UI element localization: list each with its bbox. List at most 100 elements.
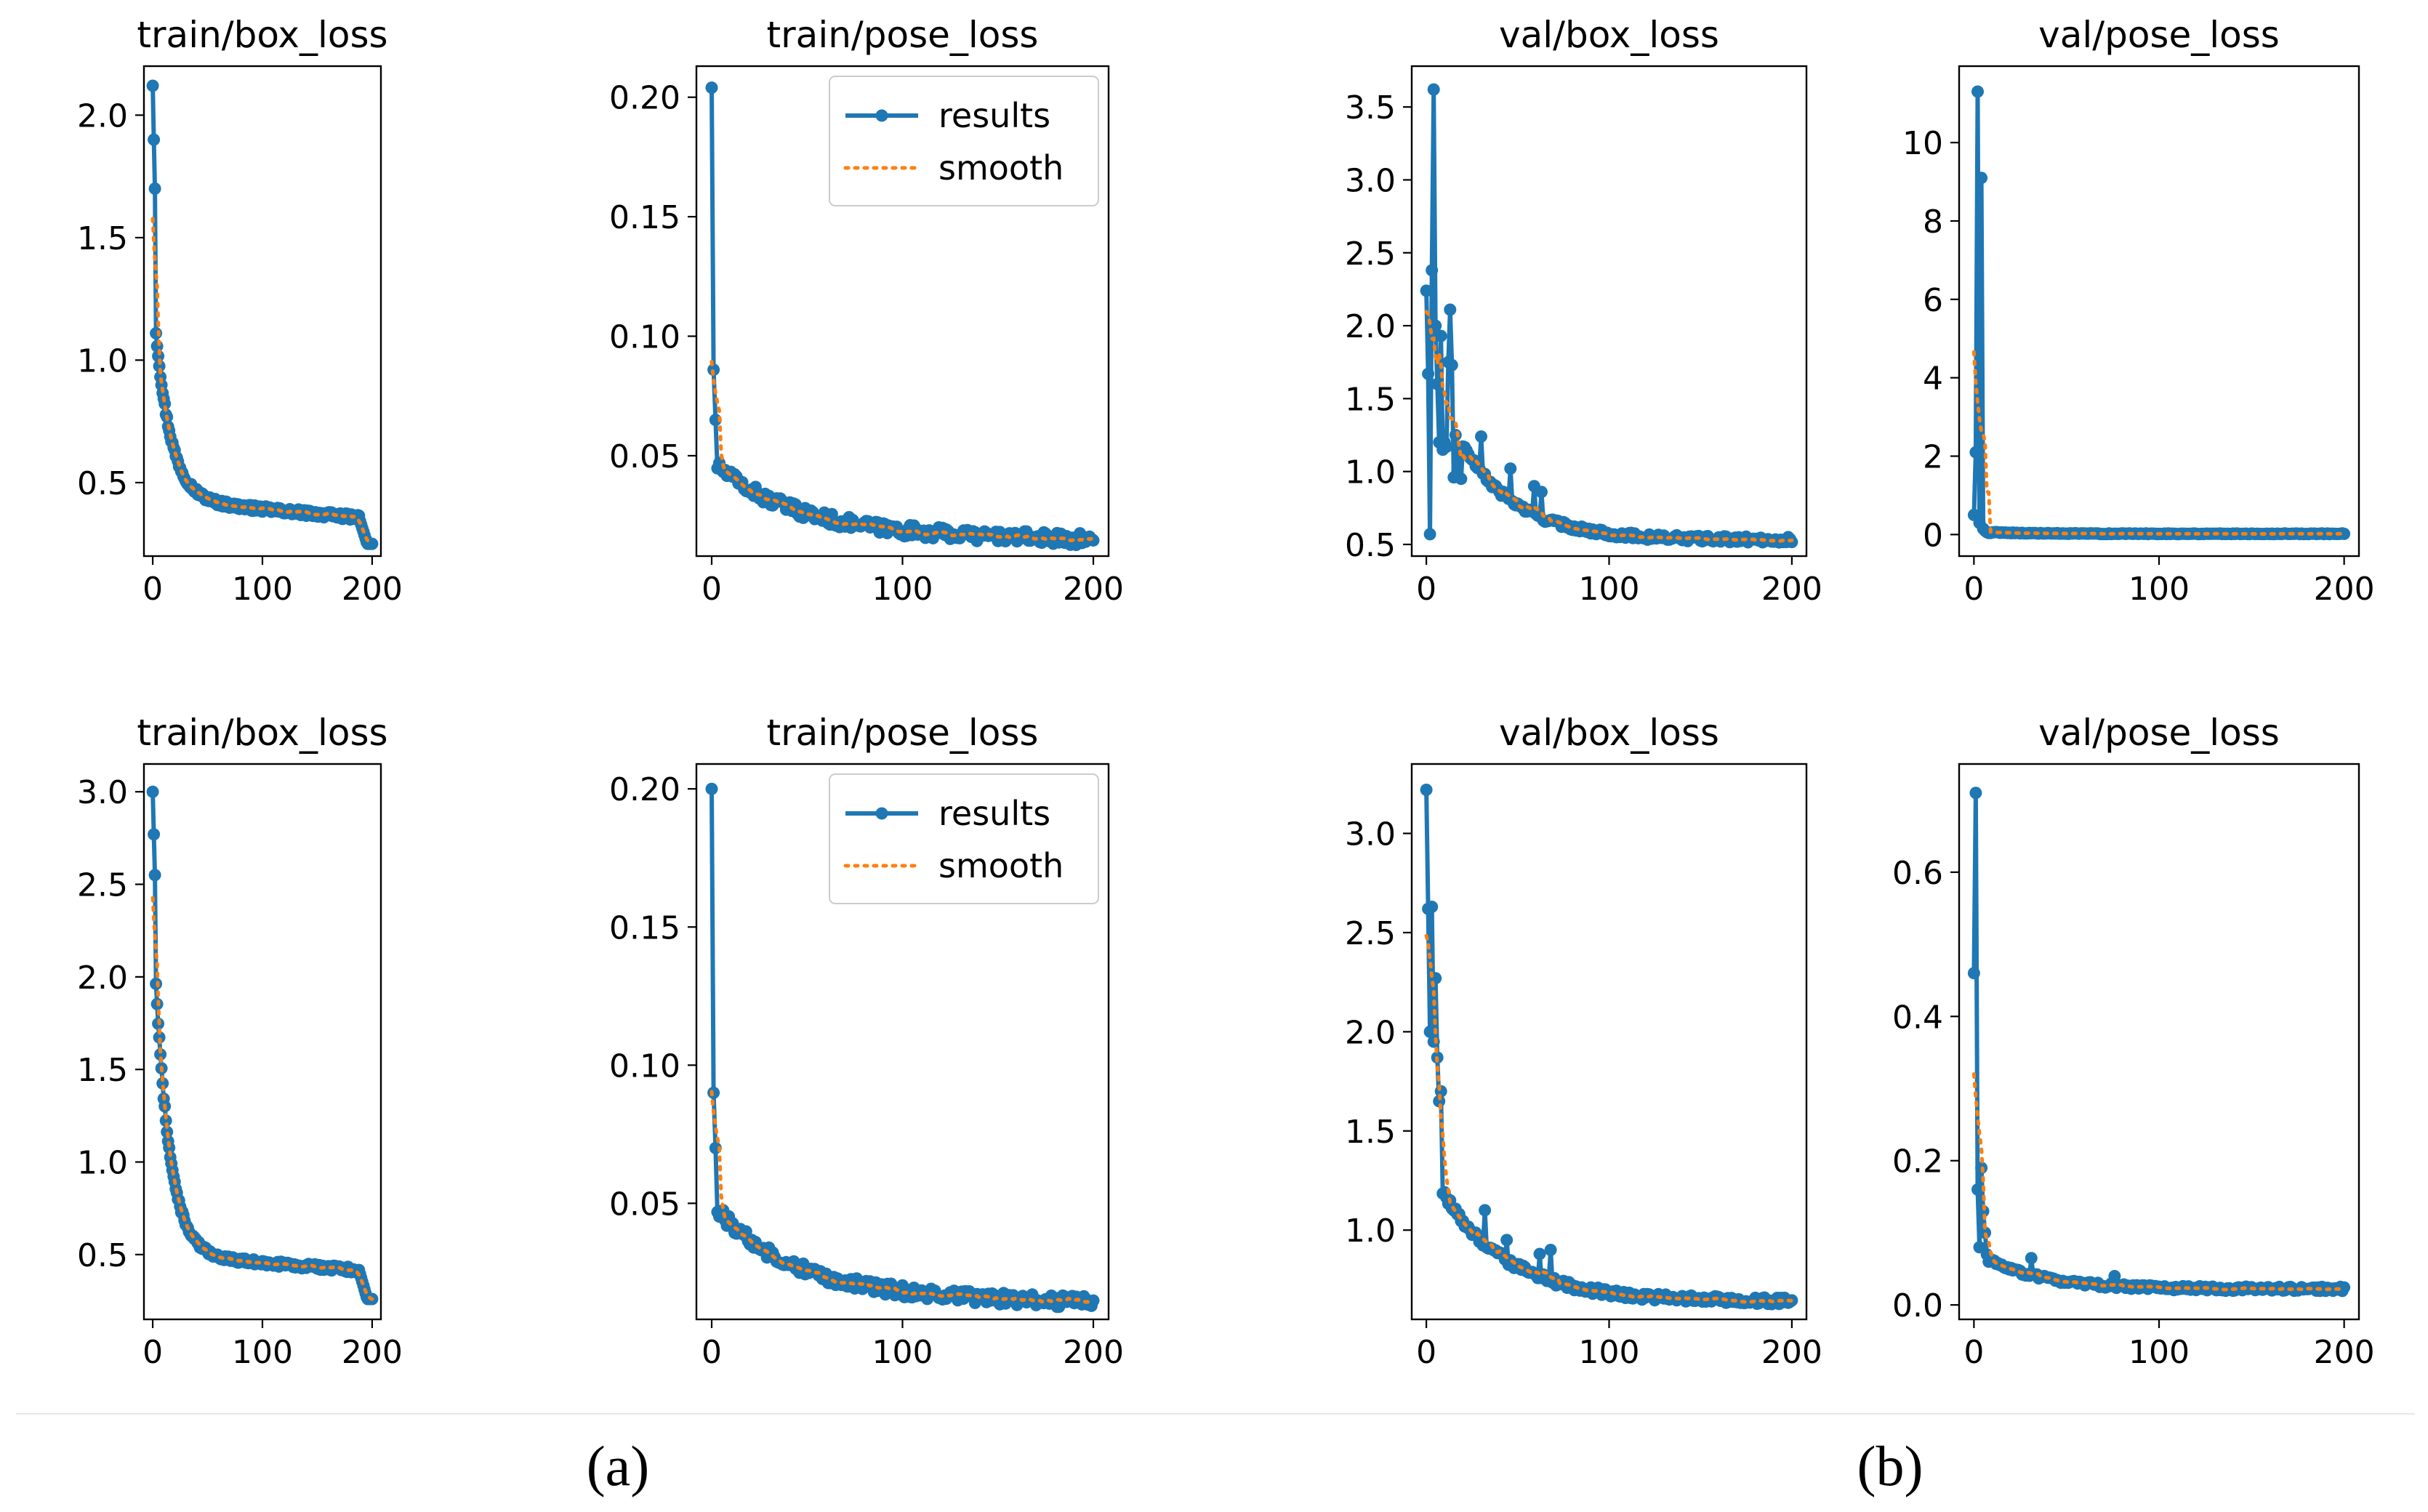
y-tick-label: 0.5 bbox=[1345, 527, 1396, 564]
y-tick-label: 0.15 bbox=[609, 199, 680, 236]
x-tick-label: 100 bbox=[232, 1334, 293, 1371]
x-tick-label: 0 bbox=[142, 571, 163, 608]
x-tick-label: 0 bbox=[142, 1334, 163, 1371]
chart-b-train-pose: train/pose_loss 0 100 200 0.05 0.10 0.15 0.20 re… bbox=[609, 712, 1124, 1371]
x-tick-label: 100 bbox=[2128, 571, 2190, 608]
x-tick-label: 100 bbox=[872, 1334, 933, 1371]
y-tick-label: 1.0 bbox=[1345, 1213, 1396, 1250]
y-tick-label: 0.0 bbox=[1892, 1287, 1943, 1324]
y-tick-label: 1.0 bbox=[77, 1145, 128, 1182]
y-tick-label: 1.0 bbox=[1345, 454, 1396, 491]
x-tick-label: 0 bbox=[702, 571, 722, 608]
y-tick-label: 3.5 bbox=[1345, 89, 1396, 126]
x-tick-label: 200 bbox=[1063, 571, 1124, 608]
y-tick-label: 4 bbox=[1923, 361, 1943, 398]
legend-smooth-label: smooth bbox=[938, 846, 1064, 885]
legend-smooth-label: smooth bbox=[938, 148, 1064, 188]
results-point bbox=[1533, 1247, 1546, 1260]
results-point bbox=[1500, 1234, 1514, 1247]
legend-box bbox=[829, 76, 1099, 206]
y-tick-label: 0.5 bbox=[77, 1237, 128, 1274]
results-point bbox=[148, 869, 161, 882]
results-point bbox=[1423, 1025, 1436, 1038]
x-tick-label: 0 bbox=[1416, 571, 1436, 608]
results-point bbox=[1971, 85, 1984, 98]
results-point bbox=[146, 785, 159, 798]
results-point bbox=[1444, 303, 1457, 316]
results-point bbox=[159, 1114, 172, 1127]
results-point bbox=[1479, 1204, 1492, 1217]
results-point bbox=[148, 182, 161, 195]
plot-area bbox=[705, 81, 1100, 552]
results-point bbox=[1544, 1244, 1557, 1256]
y-tick-label: 3.0 bbox=[77, 774, 128, 811]
y-tick-label: 2.0 bbox=[1345, 308, 1396, 345]
x-tick-label: 200 bbox=[1063, 1334, 1124, 1371]
legend: results smooth bbox=[829, 773, 1099, 904]
smooth-line bbox=[150, 896, 374, 1301]
results-point bbox=[158, 398, 172, 410]
results-point bbox=[1977, 1205, 1990, 1218]
smooth-line bbox=[1424, 310, 1794, 544]
plot-frame bbox=[142, 65, 382, 558]
results-point bbox=[1535, 486, 1548, 499]
y-tick-label: 3.0 bbox=[1345, 816, 1396, 853]
x-tick-label: 200 bbox=[2314, 1334, 2375, 1371]
smooth-line bbox=[1424, 933, 1794, 1304]
x-tick-label: 0 bbox=[1416, 1334, 1436, 1371]
y-tick-label: 0.20 bbox=[609, 771, 680, 808]
y-tick-label: 0.5 bbox=[77, 465, 128, 502]
chart-title: train/box_loss bbox=[137, 14, 387, 56]
smooth-line bbox=[1971, 350, 2347, 536]
y-tick-label: 1.5 bbox=[77, 1052, 128, 1089]
results-point bbox=[153, 360, 166, 373]
plot-area bbox=[705, 782, 1100, 1314]
chart-b-train-box: train/box_loss 0 100 200 0.5 1.0 1.5 2.0 2.5 3.0 bbox=[77, 712, 403, 1371]
results-point bbox=[153, 1031, 166, 1044]
y-tick-label: 2.0 bbox=[1345, 1014, 1396, 1051]
caption-a: (a) bbox=[586, 1434, 650, 1497]
chart-b-val-pose: val/pose_loss 0 100 200 0.0 0.2 0.4 0.6 bbox=[1892, 712, 2375, 1371]
x-tick-label: 0 bbox=[1963, 1334, 1984, 1371]
results-point bbox=[1475, 430, 1487, 443]
results-point bbox=[1449, 429, 1462, 441]
plot-area bbox=[1967, 787, 2351, 1298]
y-tick-label: 2.0 bbox=[77, 960, 128, 997]
results-point bbox=[1431, 377, 1444, 390]
plot-area bbox=[146, 785, 379, 1306]
results-point bbox=[148, 828, 161, 841]
x-tick-label: 200 bbox=[342, 1334, 403, 1371]
results-point bbox=[879, 1288, 892, 1301]
results-point bbox=[1426, 901, 1439, 913]
results-point bbox=[1427, 83, 1440, 96]
y-tick-label: 2.0 bbox=[77, 97, 128, 134]
results-point bbox=[1969, 446, 1982, 459]
chart-title: val/box_loss bbox=[1499, 712, 1719, 754]
x-tick-label: 100 bbox=[1579, 1334, 1640, 1371]
results-point bbox=[1455, 472, 1468, 486]
results-point bbox=[705, 782, 718, 795]
chart-a-train-box: train/box_loss 0 100 200 0.5 1.0 1.5 2.0 bbox=[77, 14, 403, 608]
chart-a-train-pose: train/pose_loss 0 100 200 0.05 0.10 0.15 0.20 re… bbox=[609, 14, 1124, 608]
results-point bbox=[1504, 462, 1517, 475]
legend-results-marker bbox=[875, 807, 888, 820]
results-point bbox=[1427, 1035, 1440, 1048]
results-point bbox=[1087, 1294, 1100, 1307]
y-tick-label: 1.5 bbox=[77, 220, 128, 257]
results-point bbox=[1975, 172, 1988, 185]
results-line bbox=[1971, 89, 2345, 536]
smooth-line bbox=[709, 1090, 1096, 1305]
y-tick-label: 0.15 bbox=[609, 909, 680, 946]
y-tick-label: 6 bbox=[1923, 282, 1943, 319]
results-point bbox=[1429, 319, 1442, 332]
plot-frame bbox=[142, 763, 382, 1321]
x-tick-label: 100 bbox=[2128, 1334, 2190, 1371]
legend-box bbox=[829, 773, 1099, 904]
chart-title: train/box_loss bbox=[137, 712, 387, 754]
y-tick-label: 0.6 bbox=[1892, 855, 1943, 892]
results-point bbox=[2338, 1281, 2351, 1294]
results-line bbox=[1424, 789, 1793, 1306]
results-point bbox=[1440, 441, 1453, 454]
legend: results smooth bbox=[829, 76, 1099, 206]
